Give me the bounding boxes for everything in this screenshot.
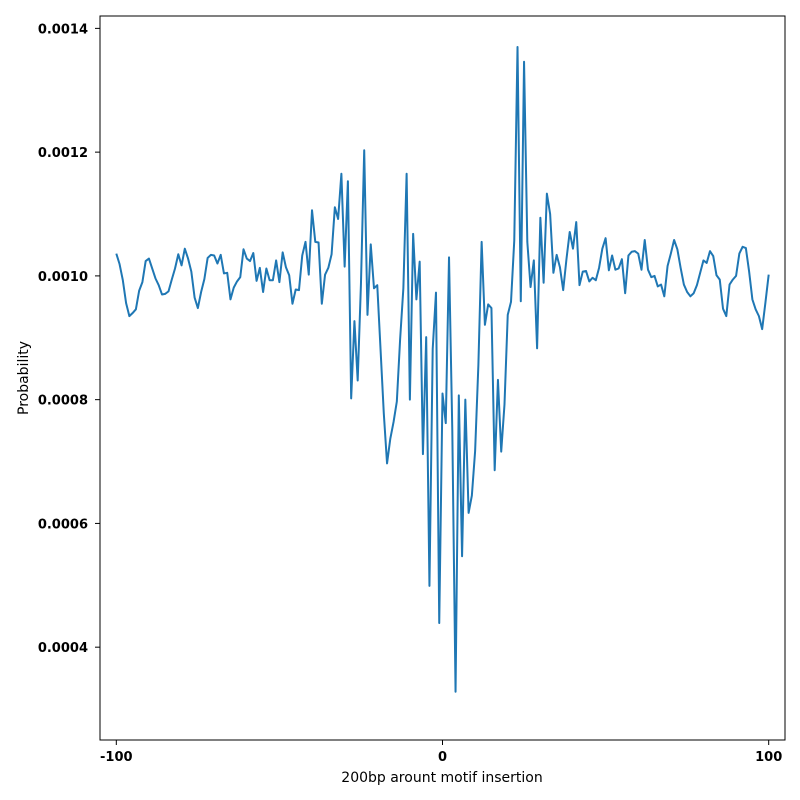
y-tick-label: 0.0012 xyxy=(38,146,88,161)
y-tick-label: 0.0014 xyxy=(38,22,88,37)
x-axis-label: 200bp arount motif insertion xyxy=(341,770,542,786)
y-tick-label: 0.0004 xyxy=(38,641,88,656)
x-axis-ticks: -100 0 100 xyxy=(100,740,782,765)
y-tick-label: 0.0010 xyxy=(38,270,88,285)
x-tick-label: 0 xyxy=(438,750,447,765)
series-line-0 xyxy=(115,45,770,693)
y-axis-label: Probability xyxy=(16,341,32,415)
y-axis-ticks: 0.0004 0.0006 0.0008 0.0010 0.0012 0.0014 xyxy=(38,22,100,656)
x-tick-label: -100 xyxy=(100,750,133,765)
y-tick-label: 0.0008 xyxy=(38,394,88,409)
x-tick-label: 100 xyxy=(755,750,782,765)
y-tick-label: 0.0006 xyxy=(38,517,88,532)
plot-layer xyxy=(115,45,770,693)
